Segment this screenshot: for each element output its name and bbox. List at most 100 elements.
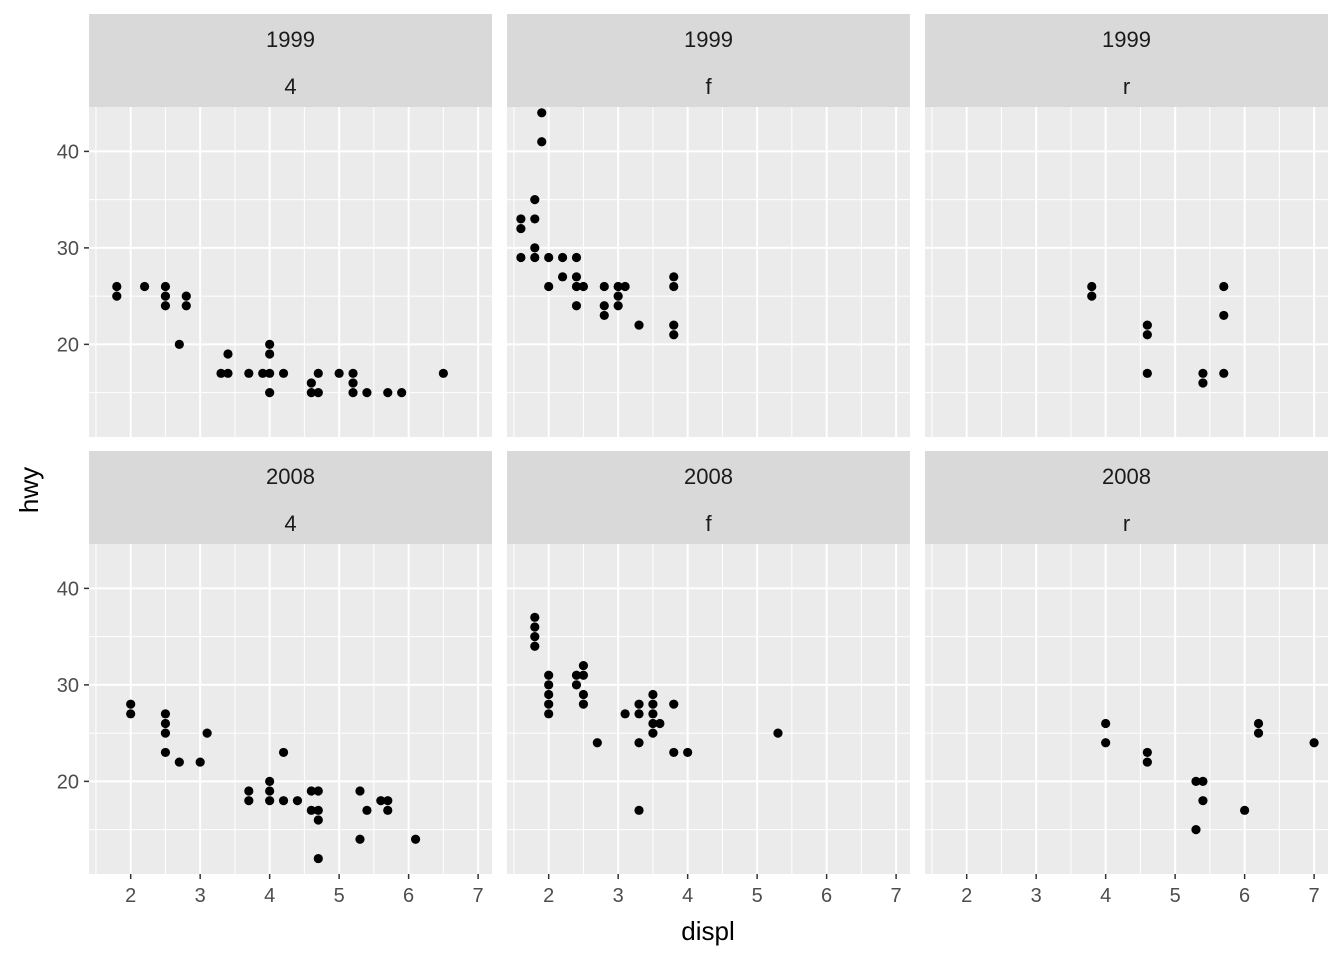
x-tick-label: 2 [125,885,136,907]
data-point [174,339,184,349]
facet-strip-label-year: 1999 [1102,27,1151,52]
data-point [1219,281,1229,292]
data-point [160,728,171,738]
facet-strip-label-year: 1999 [684,27,733,52]
data-point [1191,776,1201,786]
data-point [265,339,275,349]
data-point [1142,747,1152,758]
data-point [613,291,623,301]
data-point [669,272,679,282]
data-point [313,805,323,815]
data-point [334,368,344,378]
data-point [634,320,644,330]
data-point [544,680,554,690]
x-tick-label: 2 [543,885,554,907]
data-point [1142,330,1152,340]
x-tick-label: 6 [403,885,414,907]
y-tick-label: 40 [57,578,79,600]
x-tick-label: 7 [1309,885,1320,907]
data-point [1101,718,1111,729]
y-tick-label: 40 [57,141,79,163]
data-point [306,388,316,398]
data-point [216,368,226,378]
panel-background [507,107,910,437]
data-point [544,670,554,680]
facet-panel-2008-r: 2008 r [925,451,1328,874]
x-tick-label: 7 [473,885,484,907]
data-point [669,320,679,330]
data-point [634,699,644,709]
data-point [355,786,365,796]
data-point [1253,718,1264,729]
data-point [362,805,372,815]
data-point [530,243,540,253]
data-point [537,137,547,147]
data-point [648,689,658,700]
data-point [634,738,644,748]
y-axis-title: hwy [14,467,44,513]
data-point [1240,805,1250,815]
data-point [634,805,644,815]
x-axis-title: displ [681,916,734,946]
facet-panel-1999-r: 1999 r [925,14,1328,437]
data-point [139,281,150,292]
data-point [571,670,582,680]
x-tick-label: 6 [1239,885,1250,907]
panel-background [89,107,492,437]
data-point [112,281,122,292]
data-point [160,718,171,729]
data-point [278,747,289,758]
data-point [397,388,407,398]
data-point [265,776,275,786]
data-point [530,612,540,622]
data-point [160,281,171,292]
data-point [160,291,171,301]
data-point [1219,310,1229,321]
x-tick-label: 5 [752,885,763,907]
data-point [544,689,554,700]
data-point [1142,368,1152,378]
data-point [306,378,316,388]
data-point [669,747,679,758]
data-point [530,195,540,205]
data-point [383,805,393,815]
facet-strip-label-year: 2008 [684,464,733,489]
facet-strip-label-drv: 4 [284,511,296,536]
facet-strip [89,14,492,107]
data-point [773,728,783,738]
y-tick-label: 20 [57,771,79,793]
data-point [1198,776,1208,786]
data-point [557,272,568,282]
data-point [1142,757,1152,767]
data-point [112,291,122,301]
data-point [578,699,589,709]
data-point [313,388,323,398]
data-point [669,281,679,292]
data-point [181,301,191,311]
data-point [648,728,658,738]
data-point [1309,738,1319,748]
facet-strip-label-drv: r [1123,511,1130,536]
facet-strip [89,451,492,544]
data-point [383,388,393,398]
panel-background [925,544,1328,874]
x-tick-label: 3 [1031,885,1042,907]
data-point [313,853,323,864]
y-tick-label: 20 [57,334,79,356]
data-point [265,349,275,359]
data-point [348,378,358,388]
data-point [383,796,393,806]
x-tick-label: 4 [682,885,693,907]
data-point [571,281,582,292]
y-tick-label: 30 [57,675,79,697]
data-point [571,252,582,263]
data-point [1087,291,1097,301]
data-point [265,368,275,378]
data-point [244,786,254,796]
data-point [355,834,365,844]
data-point [516,252,526,263]
facet-panel-2008-4: 2008 4 [89,451,492,874]
x-tick-label: 6 [821,885,832,907]
facet-panel-1999-4: 1999 4 [89,14,492,437]
x-tick-label: 2 [961,885,972,907]
